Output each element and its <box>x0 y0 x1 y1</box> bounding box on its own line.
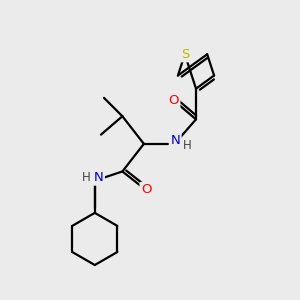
Text: O: O <box>141 183 152 196</box>
Text: N: N <box>170 134 180 147</box>
Text: S: S <box>181 48 189 61</box>
Text: H: H <box>183 139 192 152</box>
Text: H: H <box>82 171 91 184</box>
Text: N: N <box>94 171 103 184</box>
Text: O: O <box>168 94 179 107</box>
